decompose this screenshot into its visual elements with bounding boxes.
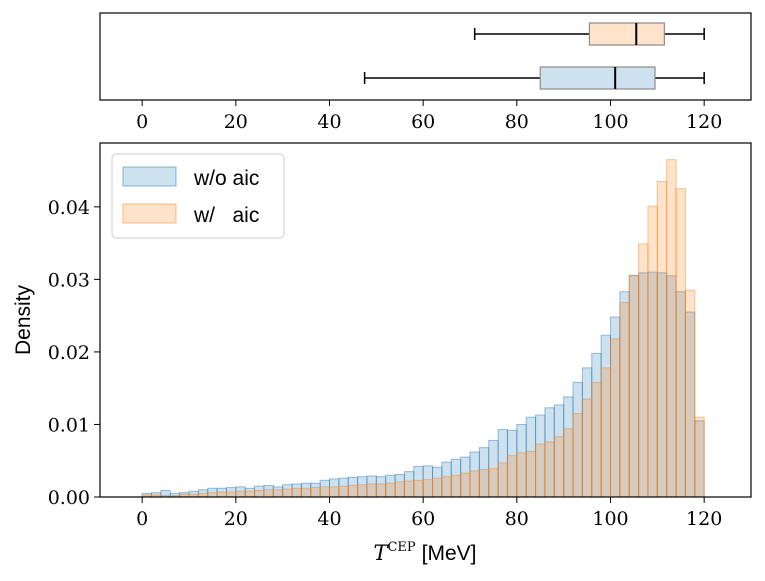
x-axis-label-superscript: CEP	[387, 540, 415, 555]
histogram-bar-with-aic	[338, 485, 349, 498]
boxplot-x-tick-label: 0	[136, 111, 148, 133]
histogram-bar-with-aic	[244, 490, 256, 498]
histogram-bar-with-aic	[207, 492, 218, 498]
histogram-bar-with-aic	[647, 205, 658, 498]
legend-swatch-with-aic	[122, 203, 177, 224]
legend-frame	[111, 153, 285, 239]
histogram-bar-with-aic	[628, 274, 640, 498]
histogram-bar-with-aic	[422, 479, 434, 498]
histogram-bar-with-aic	[375, 483, 387, 498]
histogram-panel: 0 20 40 60 80 100 120 0.00 0.01 0.02 0.03 0.04 w/o…	[12, 142, 752, 565]
legend-label-without-aic: w/o aic	[193, 167, 259, 190]
histogram-bar-with-aic	[319, 486, 330, 498]
histogram-bar-with-aic	[432, 477, 443, 498]
histogram-bar-with-aic	[441, 476, 452, 498]
histogram-bar-with-aic	[469, 470, 480, 498]
histogram-bar-with-aic	[544, 441, 555, 498]
histogram-bar-with-aic	[225, 491, 237, 498]
boxplot-x-tick-label: 60	[411, 111, 435, 133]
y-tick-label: 0.04	[48, 197, 90, 219]
histogram-bar-with-aic	[516, 452, 527, 498]
histogram-bar-with-aic	[638, 243, 649, 498]
boxplot-boxes	[363, 22, 705, 90]
histogram-bar-with-aic	[347, 484, 359, 498]
histogram-frame	[99, 142, 752, 498]
histogram-bar-with-aic	[366, 483, 377, 498]
x-axis-label-unit: [MeV]	[422, 542, 477, 565]
histogram-bar-with-aic	[460, 472, 471, 498]
boxplot-x-tick-label: 40	[317, 111, 341, 133]
histogram-bar-with-aic	[328, 486, 340, 498]
histogram-bar-with-aic	[478, 468, 490, 498]
histogram-bar-with-aic	[619, 302, 630, 498]
boxplot-x-tick-label: 80	[505, 111, 529, 133]
x-axis-label: TCEP [MeV]	[373, 540, 476, 565]
y-tick-label: 0.02	[48, 342, 90, 364]
histogram-bar-with-aic	[403, 480, 415, 498]
histogram-bars	[141, 159, 705, 498]
histogram-bar-with-aic	[553, 436, 565, 498]
histogram-bar-with-aic	[497, 462, 508, 498]
boxplot-x-tick-label: 120	[686, 111, 722, 133]
histogram-bar-with-aic	[300, 487, 312, 498]
histogram-bar-with-aic	[581, 398, 593, 498]
boxplot-x-tick-label: 20	[224, 111, 248, 133]
histogram-bar-with-aic	[385, 482, 396, 498]
histogram-bar-with-aic	[413, 479, 424, 498]
legend-swatch-without-aic	[122, 166, 177, 187]
box-iqr-with-aic	[588, 22, 665, 46]
histogram-bar-with-aic	[572, 413, 583, 498]
x-tick-label: 120	[686, 508, 722, 530]
histogram-bar-with-aic	[675, 188, 686, 498]
box-iqr-without-aic	[539, 66, 656, 90]
boxplot-x-tick-label: 100	[592, 111, 628, 133]
x-tick-label: 80	[505, 508, 529, 530]
x-tick-label: 40	[317, 508, 341, 530]
boxplot-x-ticks: 0 20 40 60 80 100 120	[136, 100, 722, 133]
histogram-bar-with-aic	[600, 367, 611, 498]
histogram-bar-with-aic	[291, 487, 302, 498]
x-tick-label: 20	[224, 508, 248, 530]
histogram-bar-with-aic	[684, 289, 696, 498]
x-tick-label: 100	[592, 508, 628, 530]
histogram-y-ticks: 0.00 0.01 0.02 0.03 0.04	[48, 197, 100, 509]
y-axis-label: Density	[12, 284, 35, 355]
x-tick-label: 60	[411, 508, 435, 530]
boxplot-panel: 0 20 40 60 80 100 120	[99, 12, 752, 133]
histogram-bar-with-aic	[272, 489, 284, 498]
y-tick-label: 0.01	[48, 414, 90, 436]
histogram-bar-with-aic	[394, 481, 405, 498]
histogram-x-ticks: 0 20 40 60 80 100 120	[136, 497, 722, 530]
histogram-bar-with-aic	[235, 490, 246, 498]
histogram-bar-with-aic	[254, 489, 265, 498]
histogram-bar-with-aic	[563, 428, 574, 498]
histogram-bar-with-aic	[263, 489, 274, 498]
histogram-bar-with-aic	[694, 416, 705, 498]
histogram-bar-with-aic	[525, 450, 537, 498]
histogram-bar-with-aic	[609, 338, 621, 498]
legend-label-with-aic: w/ aic	[193, 204, 259, 227]
y-tick-label: 0.00	[48, 487, 90, 509]
histogram-bar-with-aic	[488, 468, 499, 498]
histogram-bar-with-aic	[666, 159, 677, 498]
y-tick-label: 0.03	[48, 269, 90, 291]
histogram-bar-with-aic	[282, 488, 293, 498]
legend: w/o aic w/ aic	[111, 153, 285, 239]
histogram-bar-with-aic	[357, 484, 368, 498]
histogram-bar-with-aic	[535, 443, 546, 498]
histogram-bar-with-aic	[506, 455, 518, 498]
x-axis-label-symbol: T	[373, 541, 389, 565]
histogram-bar-with-aic	[310, 487, 321, 498]
histogram-bar-with-aic	[216, 491, 227, 498]
histogram-bar-with-aic	[656, 180, 668, 498]
x-tick-label: 0	[136, 508, 148, 530]
histogram-bar-with-aic	[591, 381, 602, 498]
boxplot-frame	[99, 12, 752, 101]
histogram-bar-with-aic	[450, 474, 462, 498]
